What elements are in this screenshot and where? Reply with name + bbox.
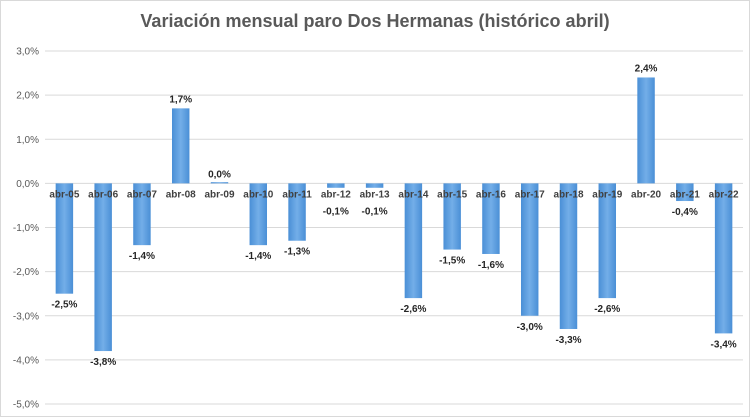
x-category-label: abr-15 [437, 189, 467, 200]
bar-abr-22 [714, 183, 733, 334]
bar-abr-17 [520, 183, 539, 316]
data-label: -0,4% [672, 207, 698, 218]
data-label: -1,5% [439, 256, 465, 267]
data-labels: -2,5% -3,8% -1,4% 1,7% 0,0% -1,4% -1,3% -0,1% -0… [51, 63, 736, 368]
bar-abr-11 [288, 183, 306, 241]
data-label: -2,5% [51, 300, 77, 311]
data-label: -1,4% [129, 251, 155, 262]
x-category-label: abr-19 [592, 189, 622, 200]
bar-abr-09 [210, 182, 229, 184]
y-tick-label: 2,0% [16, 91, 39, 102]
bar-abr-13 [365, 183, 384, 188]
bar-abr-19 [598, 183, 617, 299]
y-tick-label: -1,0% [13, 223, 39, 234]
bar-abr-05 [55, 183, 74, 294]
data-label: 2,4% [635, 63, 658, 74]
data-label: -0,1% [323, 206, 349, 217]
x-category-label: abr-11 [282, 189, 312, 200]
bars [55, 77, 733, 352]
x-category-label: abr-13 [360, 189, 390, 200]
bar-abr-12 [327, 183, 345, 188]
data-label: -3,0% [517, 322, 543, 333]
data-label: -2,6% [594, 304, 620, 315]
x-category-label: abr-14 [398, 189, 428, 200]
data-label: -3,3% [555, 335, 581, 346]
bar-abr-21 [676, 183, 694, 202]
bar-abr-15 [443, 183, 461, 250]
y-axis-tick-labels: 3,0% 2,0% 1,0% 0,0% -1,0% -2,0% -3,0% -4,0% -5,0… [13, 47, 39, 411]
bar-abr-06 [94, 183, 112, 352]
x-category-label: abr-20 [631, 189, 661, 200]
data-label: -1,6% [478, 260, 504, 271]
chart-title: Variación mensual paro Dos Hermanas (his… [140, 11, 610, 31]
x-axis-category-labels: abr-05 abr-06 abr-07 abr-08 abr-09 abr-10 abr-… [49, 189, 739, 200]
data-label: -3,4% [711, 339, 737, 350]
y-tick-label: -2,0% [13, 267, 39, 278]
x-category-label: abr-10 [243, 189, 273, 200]
y-tick-label: 1,0% [16, 135, 39, 146]
data-label: 1,7% [169, 94, 192, 105]
y-tick-label: -5,0% [13, 400, 39, 411]
bar-abr-16 [482, 183, 500, 254]
bar-abr-07 [133, 183, 151, 246]
bar-abr-20 [637, 77, 655, 184]
y-tick-label: -3,0% [13, 311, 39, 322]
x-category-label: abr-17 [515, 189, 545, 200]
x-category-label: abr-18 [553, 189, 583, 200]
data-label: -2,6% [400, 304, 426, 315]
y-tick-label: 0,0% [16, 179, 39, 190]
x-category-label: abr-06 [88, 189, 118, 200]
y-tick-label: 3,0% [16, 47, 39, 58]
x-category-label: abr-07 [127, 189, 157, 200]
x-category-label: abr-08 [166, 189, 196, 200]
gridlines [45, 50, 743, 405]
x-category-label: abr-22 [709, 189, 739, 200]
data-label: -1,3% [284, 247, 310, 258]
data-label: 0,0% [208, 169, 231, 180]
x-category-label: abr-16 [476, 189, 506, 200]
bar-abr-18 [559, 183, 578, 329]
data-label: -0,1% [362, 206, 388, 217]
bar-abr-08 [171, 108, 190, 184]
data-label: -3,8% [90, 357, 116, 368]
data-label: -1,4% [245, 251, 271, 262]
x-category-label: abr-21 [670, 189, 700, 200]
y-tick-label: -4,0% [13, 355, 39, 366]
x-category-label: abr-05 [49, 189, 79, 200]
bar-abr-14 [404, 183, 423, 299]
x-category-label: abr-12 [321, 189, 351, 200]
bar-abr-10 [249, 183, 268, 246]
x-category-label: abr-09 [204, 189, 234, 200]
